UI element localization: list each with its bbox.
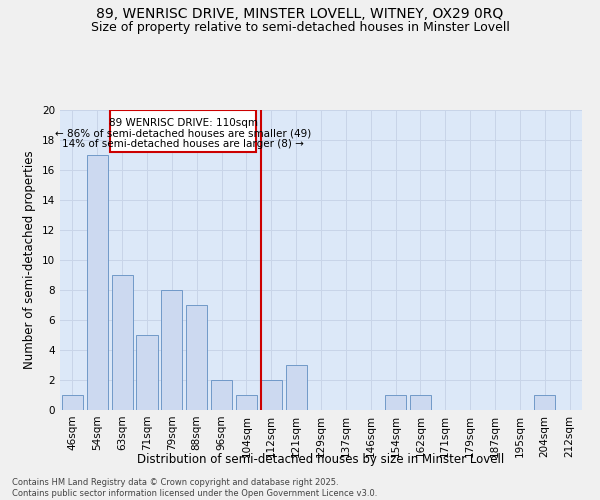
Text: 89 WENRISC DRIVE: 110sqm: 89 WENRISC DRIVE: 110sqm [109, 118, 257, 128]
Text: 14% of semi-detached houses are larger (8) →: 14% of semi-detached houses are larger (… [62, 139, 304, 149]
Bar [385, 395, 406, 410]
Bar [161, 290, 182, 410]
Bar [186, 305, 207, 410]
Bar [236, 395, 257, 410]
Text: Size of property relative to semi-detached houses in Minster Lovell: Size of property relative to semi-detach… [91, 22, 509, 35]
Bar [87, 155, 108, 410]
Bar [62, 395, 83, 410]
Bar [261, 380, 282, 410]
Bar [286, 365, 307, 410]
Bar [534, 395, 555, 410]
Text: Distribution of semi-detached houses by size in Minster Lovell: Distribution of semi-detached houses by … [137, 452, 505, 466]
Text: 89, WENRISC DRIVE, MINSTER LOVELL, WITNEY, OX29 0RQ: 89, WENRISC DRIVE, MINSTER LOVELL, WITNE… [97, 8, 503, 22]
Text: Contains HM Land Registry data © Crown copyright and database right 2025.
Contai: Contains HM Land Registry data © Crown c… [12, 478, 377, 498]
Bar [110, 110, 256, 152]
Bar [136, 335, 158, 410]
Bar [112, 275, 133, 410]
Y-axis label: Number of semi-detached properties: Number of semi-detached properties [23, 150, 37, 370]
Text: ← 86% of semi-detached houses are smaller (49): ← 86% of semi-detached houses are smalle… [55, 128, 311, 138]
Bar [410, 395, 431, 410]
Bar [211, 380, 232, 410]
